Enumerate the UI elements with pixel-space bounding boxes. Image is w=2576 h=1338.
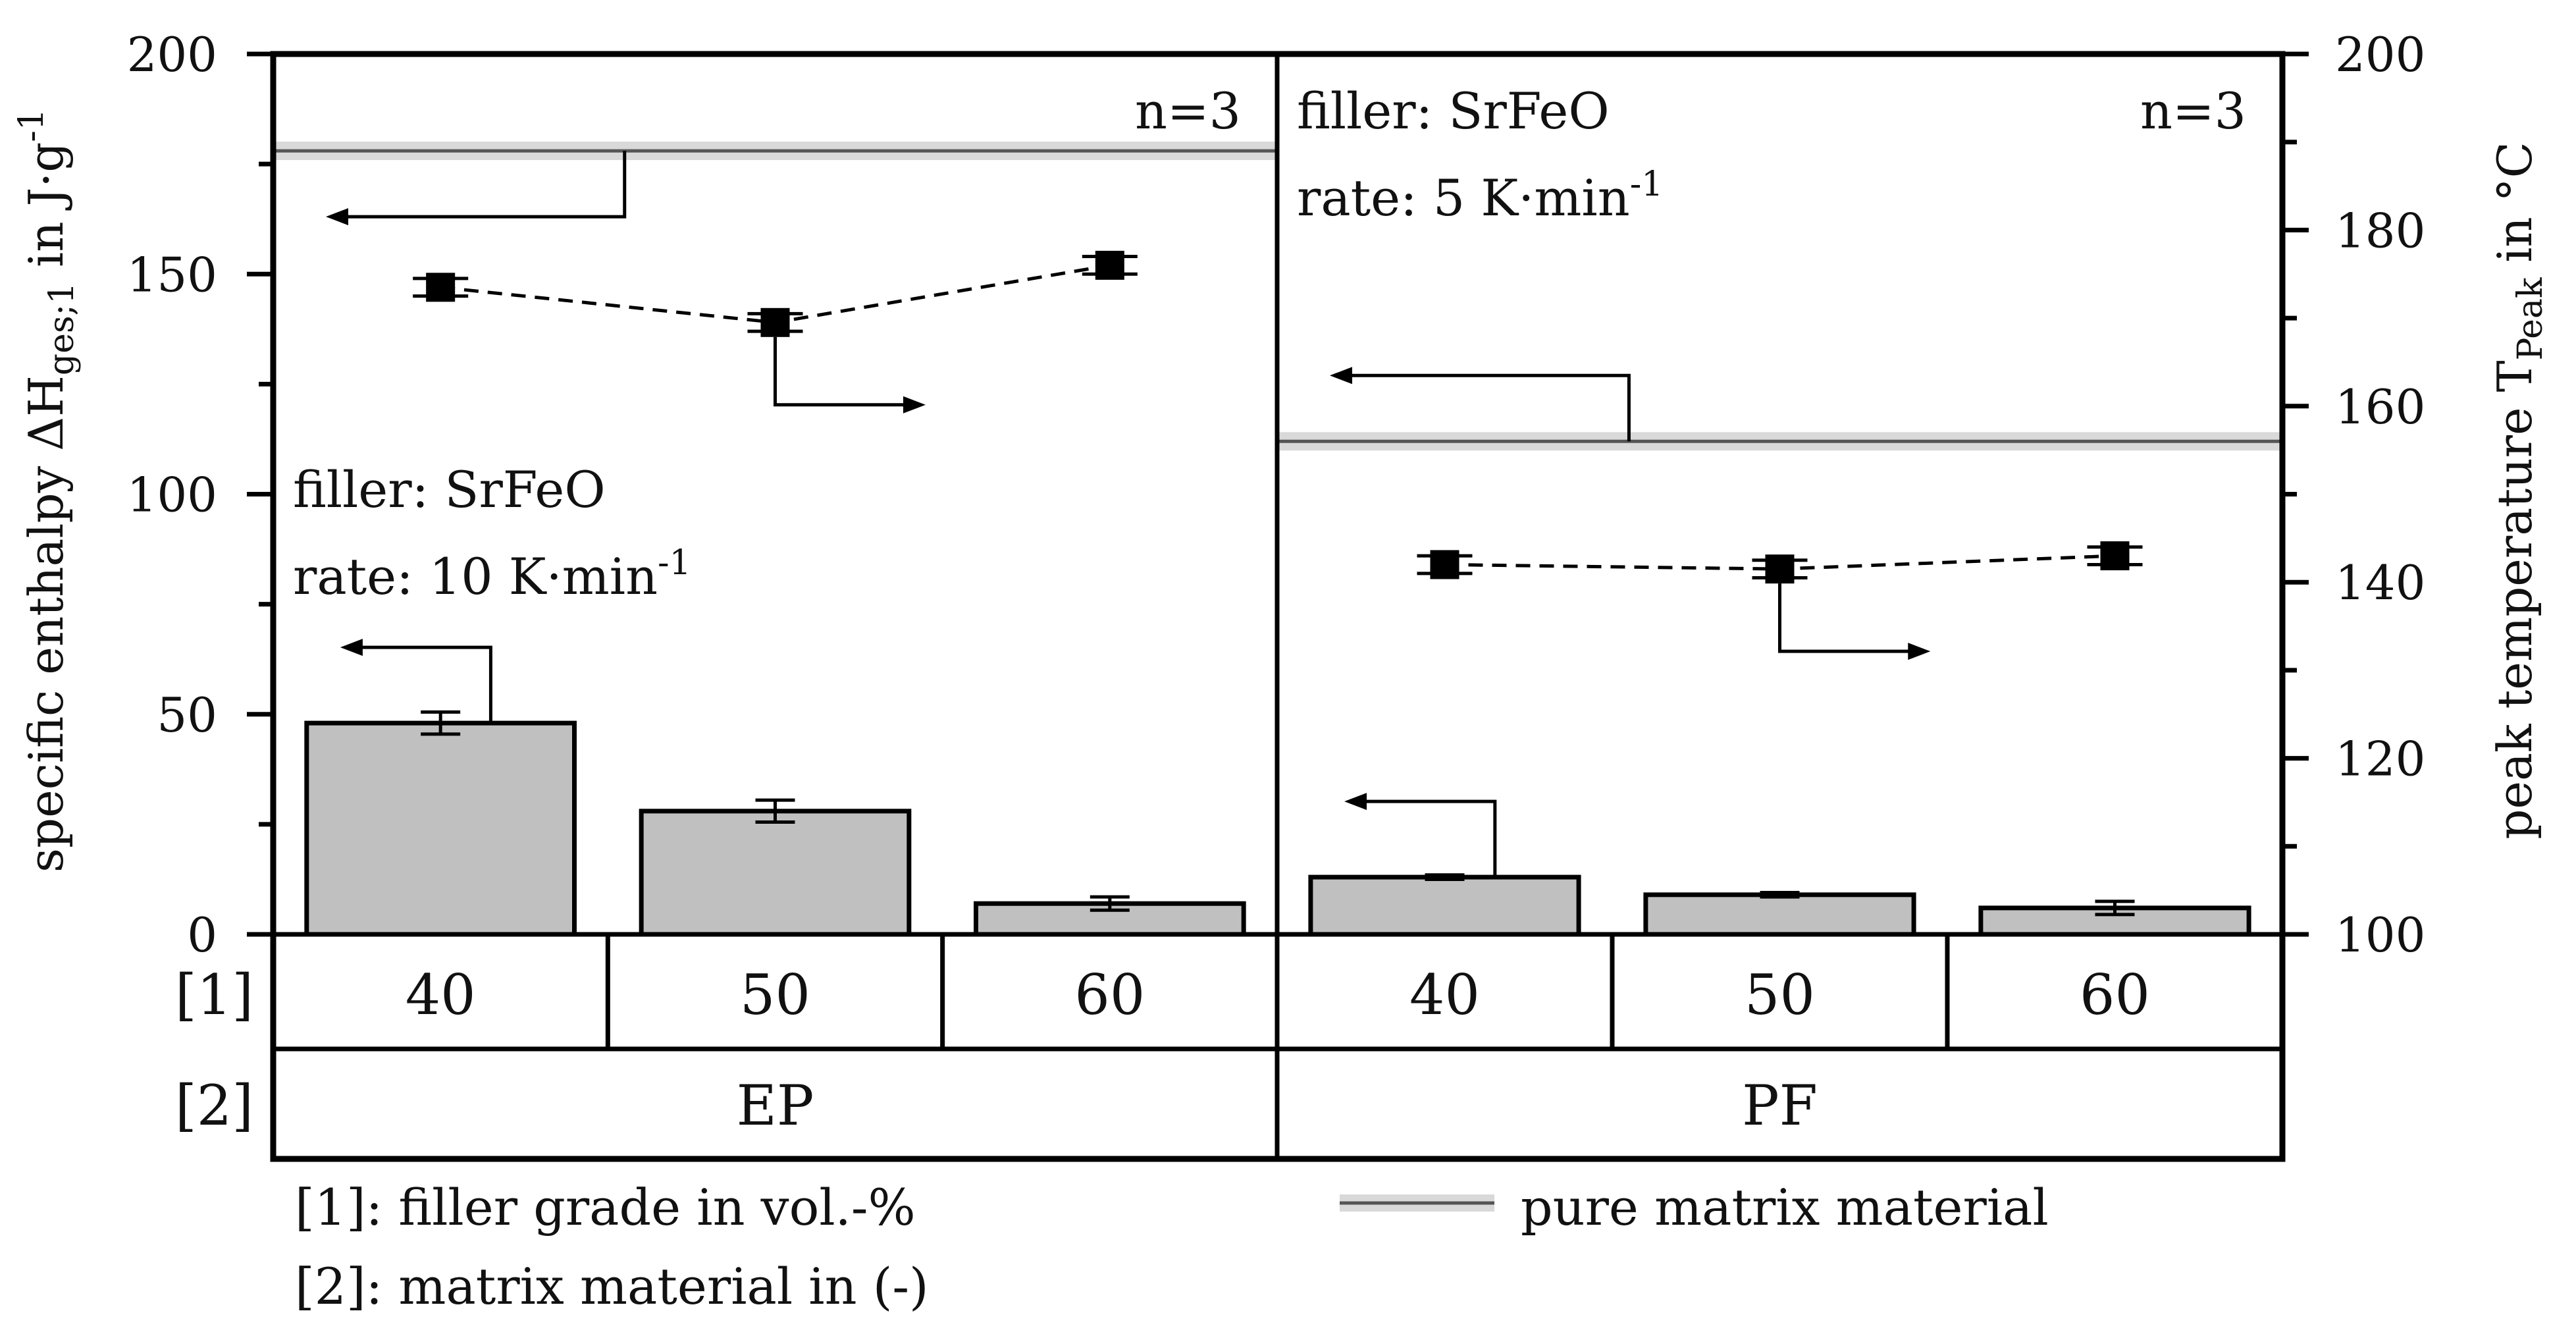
panel-pf-category-50: 50 — [1745, 963, 1815, 1027]
right-tick-label-120: 120 — [2335, 732, 2425, 787]
row-label-2: [2] — [175, 1073, 253, 1138]
panel-pf-category-60: 60 — [2080, 963, 2150, 1027]
panel-ep-filler-label: filler: SrFeO — [293, 460, 606, 519]
arrow-head — [326, 208, 348, 226]
axis-ticks — [247, 51, 2309, 937]
panel-ep-category-60: 60 — [1074, 963, 1145, 1027]
legend-note-matrix-material: [2]: matrix material in (-) — [295, 1257, 929, 1316]
panel-ep-bar-arrow — [350, 645, 492, 724]
legend-reference-label: pure matrix material — [1521, 1178, 2049, 1237]
panel-pf-rate-label: rate: 5 K·min-1 — [1297, 165, 1663, 227]
panel-pf-rate-exponent: -1 — [1630, 165, 1664, 204]
panel-pf-category-40: 40 — [1409, 963, 1480, 1027]
panel-ep-bar-40 — [304, 720, 577, 937]
panel-pf-bar-50 — [1643, 892, 1916, 937]
bars — [304, 710, 2251, 937]
reference-bands — [273, 142, 2282, 451]
left-tick-label-200: 200 — [127, 27, 217, 82]
panel-ep-peak-marker-40 — [426, 273, 456, 302]
left-axis-title-part: ges;1 — [42, 282, 82, 375]
panel-ep-peak-arrow — [774, 336, 916, 407]
arrow-head — [1908, 643, 1931, 660]
right-tick-label-200: 200 — [2335, 27, 2425, 82]
right-tick-label-140: 140 — [2335, 555, 2425, 610]
right-axis-title-part: Peak — [2511, 277, 2550, 360]
panel-pf-peak-marker-50 — [1765, 554, 1795, 584]
left-tick-label-0: 0 — [187, 907, 217, 963]
arrow-head — [1330, 367, 1352, 385]
panel-ep-matrix-label: EP — [737, 1073, 814, 1138]
arrow-head — [903, 396, 926, 414]
panel-pf-bar-40 — [1308, 874, 1581, 937]
panel-ep-n-label: n=3 — [1135, 82, 1241, 140]
axis-arrows — [326, 151, 1931, 878]
left-tick-label-50: 50 — [157, 687, 217, 743]
arrow-head — [340, 639, 363, 656]
right-tick-label-160: 160 — [2335, 379, 2425, 435]
panel-ep-category-40: 40 — [406, 963, 476, 1027]
right-tick-label-100: 100 — [2335, 907, 2425, 963]
peak-temperature-lines — [413, 250, 2143, 584]
right-tick-label-180: 180 — [2335, 203, 2425, 258]
left-axis-title: specific enthalpy ΔHges;1 in J·g-1 — [12, 109, 82, 872]
panel-ep-category-50: 50 — [740, 963, 810, 1027]
panel-pf-bar-arrow — [1354, 799, 1497, 878]
panel-pf-peak-arrow — [1778, 583, 1921, 653]
right-axis-title-part: in °C — [2487, 142, 2542, 277]
panel-ep-peak-marker-50 — [760, 308, 790, 337]
panel-pf-matrix-label: PF — [1742, 1073, 1818, 1138]
left-tick-label-100: 100 — [127, 468, 217, 523]
left-axis-title-part: specific enthalpy ΔH — [18, 375, 74, 872]
right-axis-title-part: peak temperature T — [2487, 360, 2542, 839]
right-axis-title: peak temperature TPeak in °C — [2487, 142, 2550, 839]
arrow-head — [1344, 793, 1367, 811]
row-label-1: [1] — [175, 963, 253, 1027]
panel-pf-n-label: n=3 — [2140, 82, 2246, 140]
panel-pf-peak-marker-60 — [2100, 541, 2130, 571]
chart-text: 40 50 60 EP n=3 filler: SrFeO rate: 10 K·min-1… — [12, 27, 2550, 1138]
panel-pf-filler-label: filler: SrFeO — [1297, 82, 1610, 140]
left-axis-title-part: in J·g — [18, 142, 74, 282]
legend-note-filler-grade: [1]: filler grade in vol.-% — [295, 1178, 916, 1237]
panel-pf-reference-arrow — [1340, 373, 1631, 442]
panel-ep-peak-marker-60 — [1095, 250, 1124, 280]
panel-ep-rate-exponent: -1 — [658, 543, 691, 583]
panel-ep-reference-arrow — [336, 151, 627, 219]
panel-ep-bar-50 — [639, 809, 912, 937]
panel-pf-peak-marker-40 — [1430, 550, 1459, 579]
panel-ep-rate-label: rate: 10 K·min-1 — [293, 543, 691, 606]
left-tick-label-150: 150 — [127, 247, 217, 302]
legend: [1]: filler grade in vol.-% [2]: matrix m… — [295, 1178, 2049, 1316]
plot-frame — [270, 51, 2286, 1162]
